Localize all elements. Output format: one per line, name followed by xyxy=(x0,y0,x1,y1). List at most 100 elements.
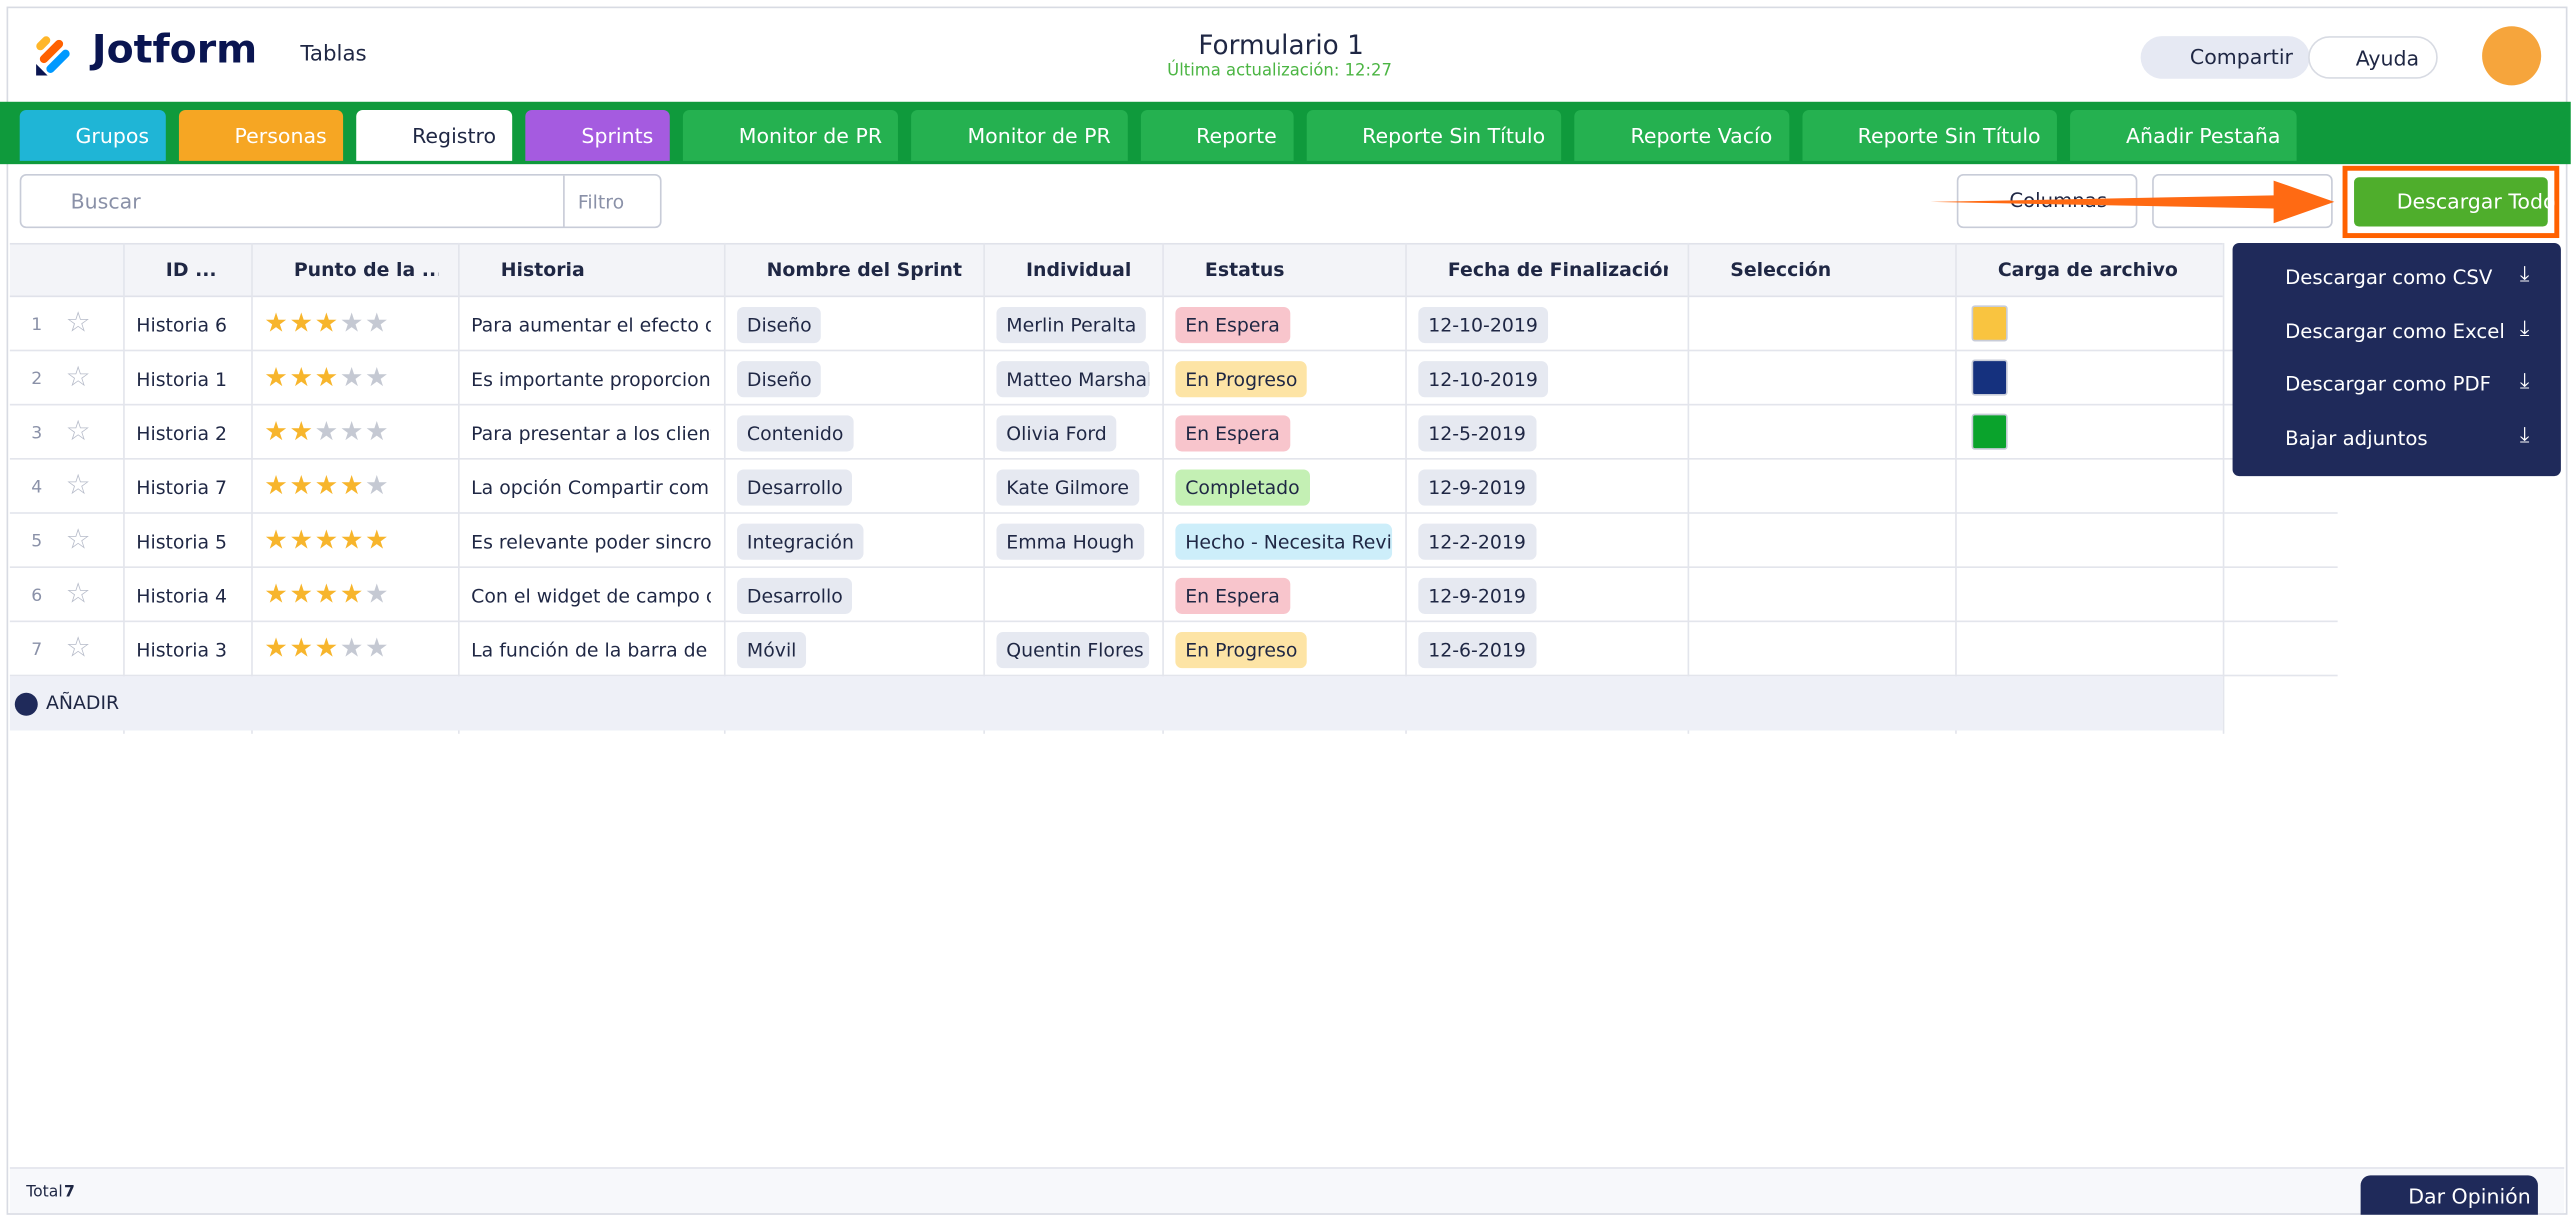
star[interactable]: ★ xyxy=(339,632,366,664)
download-icon: ⤓ xyxy=(2519,369,2530,394)
star-toggle[interactable]: ☆ xyxy=(65,306,91,340)
file-thumbnail[interactable] xyxy=(1971,359,2008,396)
star[interactable]: ★ xyxy=(314,523,340,555)
star[interactable]: ★ xyxy=(264,361,290,393)
search-box[interactable] xyxy=(19,174,662,229)
star[interactable]: ★ xyxy=(289,469,315,501)
add-icon xyxy=(14,692,38,716)
id-cell: Historia 6 xyxy=(136,313,228,337)
rating: ★★★★★ xyxy=(264,415,390,446)
star[interactable]: ★ xyxy=(365,632,391,664)
tab[interactable]: Grupos xyxy=(19,109,166,161)
story-cell: La opción Compartir com... xyxy=(471,476,711,500)
star[interactable]: ★ xyxy=(339,469,366,501)
star[interactable]: ★ xyxy=(314,415,340,447)
tab[interactable]: Reporte xyxy=(1140,109,1294,161)
star[interactable]: ★ xyxy=(365,469,391,501)
add-row-button[interactable]: AÑADIR xyxy=(45,691,120,715)
date-pill: 12-9-2019 xyxy=(1418,469,1536,506)
tab[interactable]: Sprints xyxy=(525,109,670,161)
filter-button[interactable]: Filtro xyxy=(577,190,625,214)
star[interactable]: ★ xyxy=(314,361,340,393)
star-toggle[interactable]: ☆ xyxy=(65,415,91,449)
person-pill: Quentin Flores xyxy=(996,632,1150,669)
star[interactable]: ★ xyxy=(339,577,366,610)
star[interactable]: ★ xyxy=(365,306,391,339)
tab[interactable]: Personas xyxy=(178,109,344,161)
share-button[interactable]: Compartir xyxy=(2140,36,2310,79)
tab[interactable]: Monitor de PR xyxy=(682,109,899,161)
star[interactable]: ★ xyxy=(365,361,391,393)
star[interactable]: ★ xyxy=(289,523,315,555)
star[interactable]: ★ xyxy=(264,415,290,447)
column-header[interactable]: Punto de la ... xyxy=(293,257,439,281)
star[interactable]: ★ xyxy=(289,306,315,339)
download-option[interactable]: Descargar como Excel xyxy=(2285,319,2505,343)
divider xyxy=(563,175,565,227)
column-divider xyxy=(983,242,985,734)
column-header[interactable]: Estatus xyxy=(1204,257,1285,281)
rating: ★★★★★ xyxy=(264,469,390,500)
star[interactable]: ★ xyxy=(365,523,391,555)
tab[interactable]: Monitor de PR xyxy=(911,109,1128,161)
download-option[interactable]: Descargar como CSV xyxy=(2285,265,2493,289)
column-divider xyxy=(458,242,460,734)
logo-icon xyxy=(36,36,70,76)
avatar[interactable] xyxy=(2482,26,2542,86)
star[interactable]: ★ xyxy=(264,523,290,555)
star[interactable]: ★ xyxy=(365,577,391,610)
star[interactable]: ★ xyxy=(264,306,290,339)
column-header[interactable]: ID ... xyxy=(165,257,217,281)
star[interactable]: ★ xyxy=(264,577,290,610)
star[interactable]: ★ xyxy=(289,361,315,393)
star-toggle[interactable]: ☆ xyxy=(65,469,91,503)
star[interactable]: ★ xyxy=(339,523,366,555)
star-toggle[interactable]: ☆ xyxy=(65,523,91,557)
download-option[interactable]: Bajar adjuntos xyxy=(2285,425,2428,449)
tab[interactable]: Añadir Pestaña xyxy=(2070,109,2297,161)
story-cell: Para aumentar el efecto d... xyxy=(471,313,711,337)
star[interactable]: ★ xyxy=(339,361,366,393)
star[interactable]: ★ xyxy=(339,415,366,447)
window xyxy=(6,6,2568,1215)
feedback-button[interactable]: Dar Opinión xyxy=(2360,1175,2538,1215)
file-thumbnail[interactable] xyxy=(1971,305,2008,342)
column-header[interactable]: Historia xyxy=(500,257,585,281)
star[interactable]: ★ xyxy=(264,469,290,501)
star[interactable]: ★ xyxy=(314,469,340,501)
add-row xyxy=(9,676,2223,731)
star[interactable]: ★ xyxy=(339,306,366,339)
column-header[interactable]: Nombre del Sprint xyxy=(766,257,963,281)
column-header[interactable]: Selección xyxy=(1730,257,1832,281)
star[interactable]: ★ xyxy=(314,306,340,339)
column-header[interactable]: Individual xyxy=(1026,257,1132,281)
star-toggle[interactable]: ☆ xyxy=(65,632,91,665)
star[interactable]: ★ xyxy=(289,577,315,610)
tab[interactable]: Reporte Sin Título xyxy=(1306,109,1562,161)
tab[interactable]: Reporte Vacío xyxy=(1574,109,1789,161)
column-divider xyxy=(723,242,726,734)
help-button[interactable]: Ayuda xyxy=(2308,36,2438,79)
tab[interactable]: Registro xyxy=(356,109,513,161)
column-header[interactable]: Carga de archivo xyxy=(1997,257,2178,281)
sprint-pill: Integración xyxy=(737,523,864,560)
tables-menu[interactable]: Tablas xyxy=(300,42,367,68)
sprint-pill: Desarrollo xyxy=(737,577,853,614)
rating: ★★★★★ xyxy=(264,632,390,663)
star-toggle[interactable]: ☆ xyxy=(65,577,91,611)
star[interactable]: ★ xyxy=(365,415,391,447)
file-thumbnail[interactable] xyxy=(1971,413,2008,450)
column-divider xyxy=(123,242,125,734)
download-option[interactable]: Descargar como PDF xyxy=(2285,372,2492,396)
column-header[interactable]: Fecha de Finalización xyxy=(1447,257,1668,281)
download-all-button[interactable]: Descargar Todo xyxy=(2354,177,2556,227)
star[interactable]: ★ xyxy=(314,577,340,610)
last-update: Última actualización: 12:27 xyxy=(1167,62,1392,81)
star-toggle[interactable]: ☆ xyxy=(65,361,91,394)
star[interactable]: ★ xyxy=(289,415,315,447)
form-title[interactable]: Formulario 1 xyxy=(1198,29,1364,61)
tab[interactable]: Reporte Sin Título xyxy=(1801,109,2058,161)
star[interactable]: ★ xyxy=(289,632,315,664)
star[interactable]: ★ xyxy=(314,632,340,664)
star[interactable]: ★ xyxy=(264,632,290,664)
